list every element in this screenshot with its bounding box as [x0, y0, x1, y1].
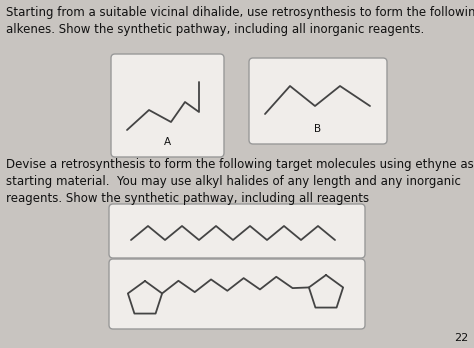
- FancyBboxPatch shape: [111, 54, 224, 157]
- FancyBboxPatch shape: [109, 204, 365, 258]
- Text: B: B: [314, 124, 321, 134]
- Text: Starting from a suitable vicinal dihalide, use retrosynthesis to form the follow: Starting from a suitable vicinal dihalid…: [6, 6, 474, 36]
- FancyBboxPatch shape: [109, 259, 365, 329]
- Text: Devise a retrosynthesis to form the following target molecules using ethyne as a: Devise a retrosynthesis to form the foll…: [6, 158, 474, 205]
- FancyBboxPatch shape: [249, 58, 387, 144]
- Text: 22: 22: [454, 333, 468, 343]
- Text: A: A: [164, 137, 171, 147]
